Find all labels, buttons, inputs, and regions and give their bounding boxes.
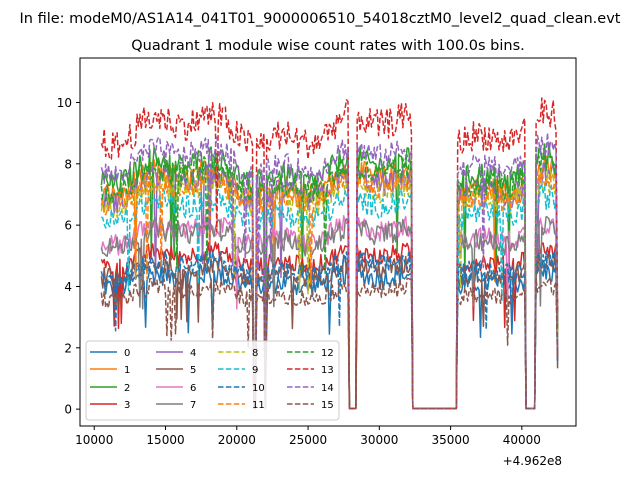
legend-label-6: 6: [190, 383, 196, 394]
x-tick-label: 15000: [146, 433, 184, 447]
legend-label-13: 13: [321, 365, 334, 376]
legend-label-11: 11: [252, 400, 265, 411]
x-axis: 10000 15000 20000 25000 30000 35000 40000: [75, 426, 541, 447]
legend-label-5: 5: [190, 365, 196, 376]
y-tick-label: 4: [64, 280, 72, 294]
y-tick-label: 2: [64, 341, 72, 355]
legend-label-9: 9: [252, 365, 258, 376]
series-line-12: [100, 152, 559, 410]
legend-box: [85, 340, 340, 421]
x-tick-label: 10000: [75, 433, 113, 447]
y-tick-label: 8: [64, 157, 72, 171]
series-line-9: [100, 185, 559, 410]
x-tick-label: 30000: [360, 433, 398, 447]
legend-label-1: 1: [124, 365, 130, 376]
x-tick-label: 35000: [431, 433, 469, 447]
x-tick-label: 25000: [289, 433, 327, 447]
legend-label-3: 3: [124, 400, 130, 411]
chart-title: Quadrant 1 module wise count rates with …: [131, 38, 525, 54]
series-line-15: [100, 276, 559, 410]
x-tick-label: 40000: [503, 433, 541, 447]
legend-label-15: 15: [321, 400, 334, 411]
legend-label-2: 2: [124, 383, 130, 394]
series-lines: [100, 97, 559, 410]
legend-label-0: 0: [124, 348, 130, 359]
legend-label-8: 8: [252, 348, 258, 359]
y-axis: 0 2 4 6 8 10: [57, 96, 80, 417]
plot-frame: [79, 57, 577, 427]
legend-label-14: 14: [321, 383, 334, 394]
series-line-13: [100, 97, 559, 410]
x-offset-label: +4.962e8: [503, 454, 562, 468]
x-tick-label: 20000: [218, 433, 256, 447]
series-line-14: [100, 132, 559, 410]
y-tick-label: 10: [57, 96, 72, 110]
series-line-10: [100, 249, 559, 410]
legend-label-7: 7: [190, 400, 196, 411]
y-tick-label: 6: [64, 219, 72, 233]
legend-label-10: 10: [252, 383, 265, 394]
series-line-0: [100, 262, 559, 410]
legend-label-12: 12: [321, 348, 334, 359]
legend-label-4: 4: [190, 348, 196, 359]
figure-suptitle: In file: modeM0/AS1A14_041T01_9000006510…: [20, 11, 621, 27]
series-line-3: [100, 241, 559, 410]
y-tick-label: 0: [64, 403, 72, 417]
